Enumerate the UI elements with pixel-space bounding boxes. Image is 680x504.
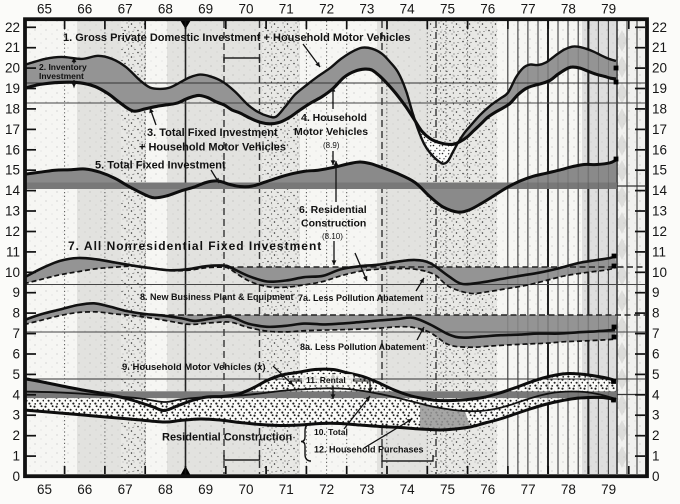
- svg-text:14: 14: [5, 183, 21, 198]
- svg-text:6. Residential: 6. Residential: [299, 204, 367, 216]
- svg-text:17: 17: [5, 122, 20, 137]
- svg-text:Investment: Investment: [39, 71, 84, 81]
- svg-text:11: 11: [6, 244, 20, 259]
- svg-text:11. Rental: 11. Rental: [306, 375, 346, 385]
- svg-text:19: 19: [652, 81, 667, 96]
- svg-text:79: 79: [601, 2, 616, 17]
- svg-text:12: 12: [652, 224, 667, 239]
- svg-text:22: 22: [652, 20, 667, 35]
- svg-text:74: 74: [400, 2, 416, 17]
- svg-text:77: 77: [521, 2, 536, 17]
- svg-text:69: 69: [198, 2, 213, 17]
- svg-text:18: 18: [5, 101, 20, 116]
- svg-text:13: 13: [652, 204, 667, 219]
- svg-text:11: 11: [652, 244, 666, 259]
- svg-text:22: 22: [5, 20, 20, 35]
- svg-text:18: 18: [652, 101, 667, 116]
- svg-text:19: 19: [5, 81, 20, 96]
- svg-text:10: 10: [5, 265, 20, 280]
- svg-text:12. Household Purchases: 12. Household Purchases: [314, 445, 424, 455]
- svg-text:78: 78: [561, 2, 576, 17]
- svg-text:+ Household Motor Vehicles: + Household Motor Vehicles: [139, 142, 286, 154]
- svg-text:72: 72: [319, 482, 334, 497]
- svg-text:4: 4: [12, 387, 20, 402]
- svg-text:73: 73: [359, 482, 374, 497]
- svg-text:13: 13: [5, 204, 20, 219]
- svg-text:14: 14: [652, 183, 668, 198]
- svg-text:79: 79: [601, 482, 616, 497]
- svg-text:3. Total Fixed Investment: 3. Total Fixed Investment: [147, 127, 278, 139]
- svg-text:17: 17: [652, 122, 667, 137]
- svg-text:4. Household: 4. Household: [301, 112, 367, 124]
- svg-text:78: 78: [561, 482, 576, 497]
- svg-text:67: 67: [118, 482, 133, 497]
- svg-text:7a. Less Pollution Abatement: 7a. Less Pollution Abatement: [298, 293, 423, 303]
- svg-text:5: 5: [652, 367, 660, 382]
- svg-text:68: 68: [158, 2, 173, 17]
- svg-text:Residential Construction: Residential Construction: [162, 432, 292, 444]
- svg-text:8a. Less Pollution Abatement: 8a. Less Pollution Abatement: [300, 342, 425, 352]
- svg-text:1: 1: [12, 449, 20, 464]
- svg-text:68: 68: [158, 482, 173, 497]
- svg-text:0: 0: [652, 469, 660, 484]
- svg-text:8: 8: [12, 306, 20, 321]
- svg-text:69: 69: [198, 482, 213, 497]
- svg-text:77: 77: [521, 482, 536, 497]
- svg-text:6: 6: [652, 347, 660, 362]
- svg-text:66: 66: [77, 2, 92, 17]
- svg-text:10. Total: 10. Total: [314, 427, 348, 437]
- svg-text:Motor Vehicles: Motor Vehicles: [294, 126, 368, 138]
- svg-text:7: 7: [652, 326, 660, 341]
- svg-text:73: 73: [359, 2, 374, 17]
- svg-text:76: 76: [480, 482, 495, 497]
- svg-text:16: 16: [5, 142, 20, 157]
- svg-text:70: 70: [238, 482, 253, 497]
- svg-text:2: 2: [652, 428, 660, 443]
- svg-text:5: 5: [12, 367, 20, 382]
- svg-text:21: 21: [652, 40, 667, 55]
- svg-text:Construction: Construction: [301, 218, 366, 230]
- svg-text:2. Inventory: 2. Inventory: [39, 62, 87, 72]
- svg-text:15: 15: [652, 163, 667, 178]
- svg-text:16: 16: [652, 142, 667, 157]
- svg-text:70: 70: [238, 2, 253, 17]
- svg-text:7: 7: [12, 326, 20, 341]
- svg-text:1. Gross Private Domestic Inve: 1. Gross Private Domestic Investment + H…: [63, 32, 411, 44]
- svg-text:(8.10): (8.10): [322, 232, 343, 241]
- svg-text:71: 71: [279, 482, 294, 497]
- svg-text:7. All Nonresidential Fixed In: 7. All Nonresidential Fixed Investment: [68, 239, 322, 253]
- svg-text:67: 67: [118, 2, 133, 17]
- svg-text:9: 9: [652, 285, 660, 300]
- svg-text:72: 72: [319, 2, 334, 17]
- svg-text:12: 12: [5, 224, 20, 239]
- svg-text:6: 6: [12, 347, 20, 362]
- svg-text:20: 20: [652, 61, 667, 76]
- svg-text:20: 20: [5, 61, 20, 76]
- svg-text:65: 65: [37, 2, 52, 17]
- svg-text:2: 2: [12, 428, 20, 443]
- svg-text:21: 21: [5, 40, 20, 55]
- svg-text:71: 71: [279, 2, 294, 17]
- svg-text:5. Total Fixed Investment: 5. Total Fixed Investment: [95, 160, 226, 172]
- svg-text:65: 65: [37, 482, 52, 497]
- svg-text:75: 75: [440, 2, 455, 17]
- svg-text:8. New Business Plant & Equipm: 8. New Business Plant & Equipment: [140, 292, 294, 302]
- svg-text:10: 10: [652, 265, 667, 280]
- svg-text:15: 15: [5, 163, 20, 178]
- svg-text:3: 3: [12, 408, 20, 423]
- svg-text:66: 66: [77, 482, 92, 497]
- svg-text:9. Household Motor Vehicles (x: 9. Household Motor Vehicles (x): [122, 362, 266, 373]
- svg-text:3: 3: [652, 408, 660, 423]
- svg-text:9: 9: [12, 285, 20, 300]
- svg-text:4: 4: [652, 387, 660, 402]
- svg-text:8: 8: [652, 306, 660, 321]
- svg-text:76: 76: [480, 2, 495, 17]
- svg-text:0: 0: [12, 469, 20, 484]
- svg-text:74: 74: [400, 482, 416, 497]
- svg-text:1: 1: [652, 449, 660, 464]
- svg-text:75: 75: [440, 482, 455, 497]
- svg-text:(8.9): (8.9): [323, 141, 340, 150]
